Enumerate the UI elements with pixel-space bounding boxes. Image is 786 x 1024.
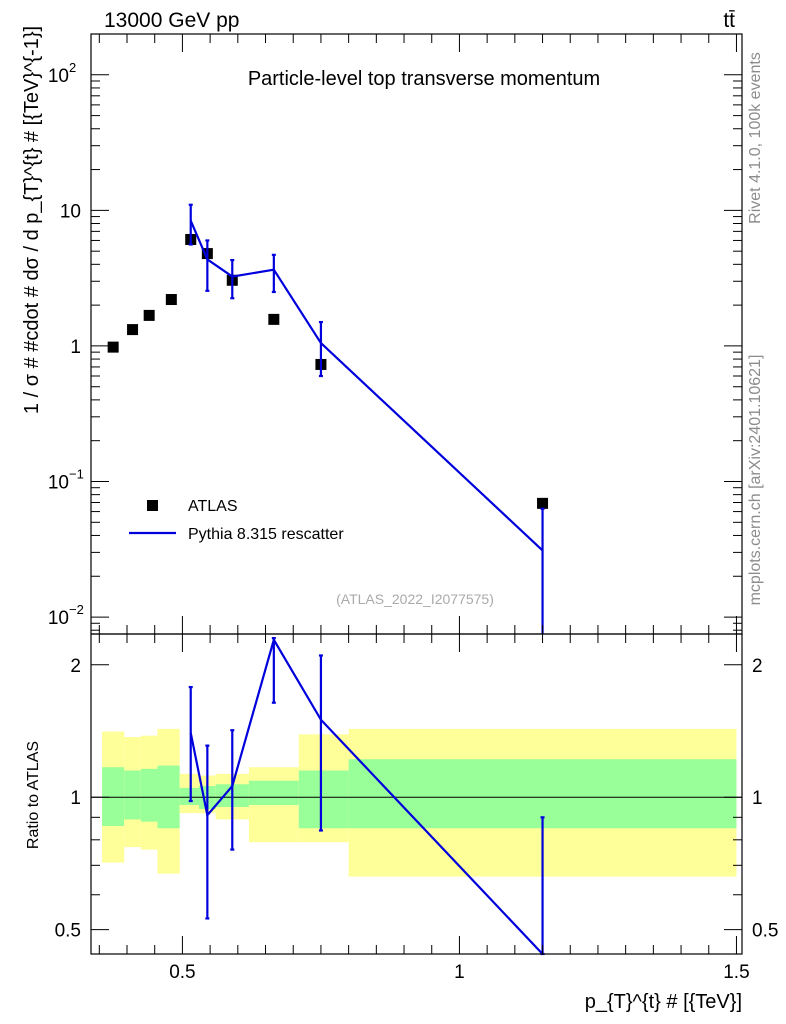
ratio-series-line bbox=[189, 637, 544, 955]
legend: ATLAS Pythia 8.315 rescatter bbox=[129, 498, 344, 543]
stat-uncertainty-band bbox=[102, 767, 125, 827]
watermark: (ATLAS_2022_I2077575) bbox=[336, 591, 494, 607]
main-y-tick-exponent: −1 bbox=[69, 466, 84, 481]
ratio-y-tick-label-right: 2 bbox=[752, 656, 763, 677]
atlas-data-point bbox=[268, 313, 280, 325]
legend-marker-atlas bbox=[147, 500, 158, 511]
ratio-uncertainty-bands bbox=[102, 728, 737, 877]
atlas-data-point bbox=[143, 309, 155, 321]
x-tick-label: 1 bbox=[454, 962, 465, 983]
ratio-y-tick-label-right: 1 bbox=[752, 788, 763, 809]
ratio-y-tick-label-left: 0.5 bbox=[55, 921, 81, 942]
x-tick-label: 0.5 bbox=[169, 962, 195, 983]
ratio-y-tick-label-left: 2 bbox=[70, 656, 81, 677]
ratio-plot-series bbox=[188, 637, 545, 956]
rivet-version-label: Rivet 4.1.0, 100k events bbox=[747, 52, 764, 224]
x-tick-label: 1.5 bbox=[723, 962, 749, 983]
main-y-tick-label: 10 bbox=[48, 66, 69, 87]
main-y-tick-label: 10 bbox=[48, 608, 69, 629]
main-y-tick-label: 10 bbox=[48, 472, 69, 493]
mcplots-label: mcplots.cern.ch [arXiv:2401.10621] bbox=[747, 355, 764, 606]
stat-uncertainty-band bbox=[140, 768, 158, 822]
atlas-data-point bbox=[107, 341, 119, 353]
top-left-label: 13000 GeV pp bbox=[104, 9, 239, 32]
atlas-data-point bbox=[127, 324, 139, 336]
pythia-series-line bbox=[189, 220, 544, 552]
main-plot-frame bbox=[90, 33, 743, 635]
stat-uncertainty-band bbox=[124, 770, 141, 820]
stat-uncertainty-band bbox=[179, 787, 200, 805]
atlas-data-point bbox=[537, 497, 549, 509]
legend-label-atlas: ATLAS bbox=[188, 498, 238, 515]
main-plot-series bbox=[107, 203, 549, 634]
main-title: Particle-level top transverse momentum bbox=[248, 68, 600, 90]
main-y-axis-label: 1 / σ # #cdot # dσ / d p_{T}^{t} # [{TeV… bbox=[21, 26, 43, 414]
ratio-y-tick-label-right: 0.5 bbox=[752, 921, 778, 942]
main-y-tick-exponent: 2 bbox=[69, 60, 76, 75]
main-y-tick-label: 1 bbox=[70, 337, 81, 358]
main-y-tick-label: 10 bbox=[60, 201, 81, 222]
ratio-plot-frame bbox=[90, 633, 743, 955]
stat-uncertainty-band bbox=[248, 780, 299, 805]
atlas-data-point bbox=[165, 294, 177, 306]
ratio-y-tick-label-left: 1 bbox=[70, 788, 81, 809]
ratio-y-axis-label: Ratio to ATLAS bbox=[25, 741, 42, 849]
ratio-axis-ticks: 0.5 0.5 1 1 2 2 0.5 1 1.5 bbox=[55, 634, 778, 983]
x-axis-label: p_{T}^{t} # [{TeV}] bbox=[585, 991, 742, 1013]
main-y-tick-exponent: −2 bbox=[69, 602, 84, 617]
top-right-label: tt̄ bbox=[723, 9, 735, 32]
stat-uncertainty-band bbox=[298, 770, 349, 829]
legend-label-pythia: Pythia 8.315 rescatter bbox=[188, 526, 344, 543]
